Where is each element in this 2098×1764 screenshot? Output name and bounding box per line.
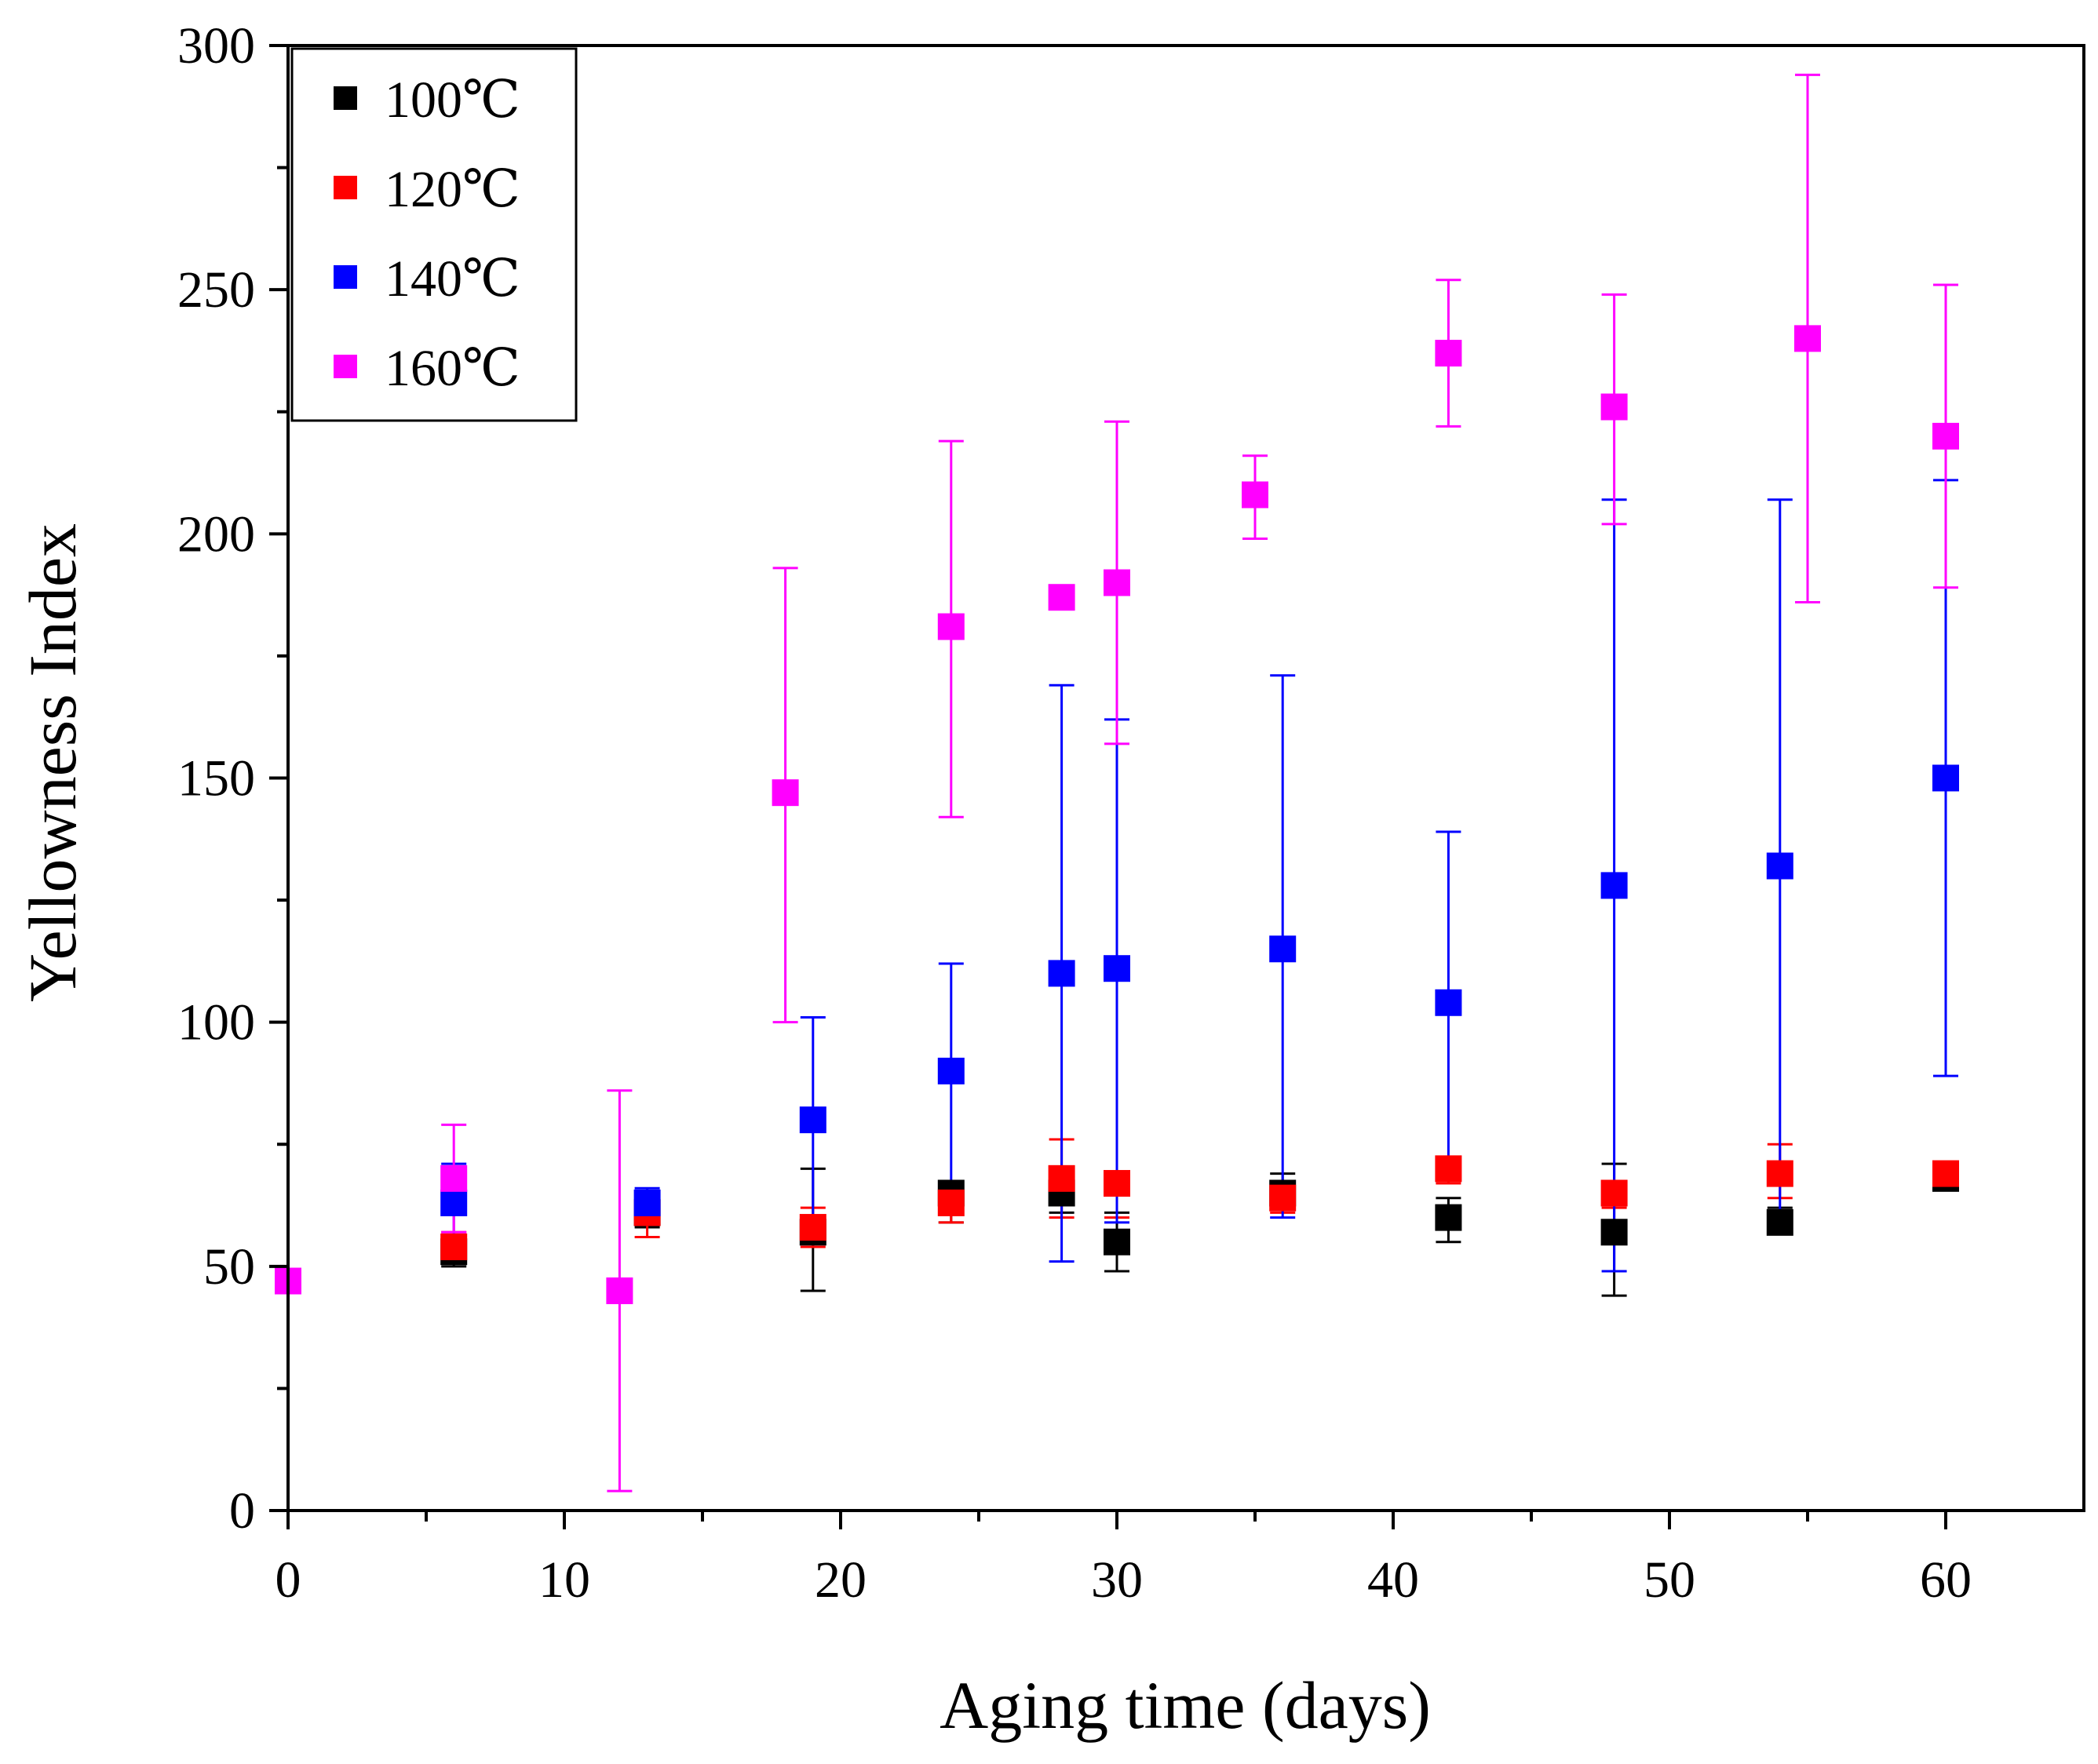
y-tick-label: 0 xyxy=(229,1482,255,1540)
data-point-series-2 xyxy=(440,1233,468,1260)
legend-marker-3 xyxy=(334,265,357,289)
legend-marker-4 xyxy=(334,355,357,378)
y-tick-label: 50 xyxy=(203,1238,255,1296)
x-axis-title: Aging time (days) xyxy=(940,1667,1431,1743)
legend-label-2: 120℃ xyxy=(385,161,520,218)
data-point-series-2 xyxy=(1600,1179,1628,1207)
y-tick-label: 150 xyxy=(177,750,255,807)
data-point-series-3 xyxy=(440,1189,468,1216)
data-point-series-2 xyxy=(1766,1160,1793,1187)
data-point-series-4 xyxy=(1048,584,1075,611)
data-point-series-1 xyxy=(1435,1204,1462,1231)
data-point-series-4 xyxy=(1435,340,1462,367)
data-point-series-4 xyxy=(1600,393,1628,421)
y-tick-label: 300 xyxy=(177,17,255,75)
data-point-series-2 xyxy=(1435,1155,1462,1183)
data-point-series-3 xyxy=(1932,764,1959,792)
data-point-series-2 xyxy=(937,1189,965,1216)
data-point-series-4 xyxy=(1242,481,1268,508)
data-point-series-3 xyxy=(1104,955,1130,982)
y-tick-label: 100 xyxy=(177,994,255,1051)
x-tick-label: 40 xyxy=(1367,1551,1419,1609)
data-point-series-1 xyxy=(1766,1208,1793,1236)
data-point-series-3 xyxy=(1600,872,1628,899)
data-point-series-2 xyxy=(799,1214,826,1241)
data-point-series-2 xyxy=(1104,1170,1130,1197)
y-tick-label: 250 xyxy=(177,261,255,319)
data-point-series-3 xyxy=(937,1057,965,1084)
data-point-series-3 xyxy=(1435,989,1462,1016)
axes-layer: 0 10 20 30 40 50 60 0 50 100 150 200 250 300 xyxy=(177,17,2085,1609)
x-tick-label: 60 xyxy=(1920,1551,1972,1609)
y-axis-title: Yellowness Index xyxy=(15,523,90,1002)
data-point-series-4 xyxy=(772,779,799,807)
data-point-series-4 xyxy=(937,613,965,640)
data-point-series-3 xyxy=(799,1106,826,1134)
data-point-series-4 xyxy=(606,1277,633,1304)
x-tick-label: 0 xyxy=(275,1551,301,1609)
data-point-series-4 xyxy=(440,1164,468,1192)
legend-marker-2 xyxy=(334,176,357,199)
data-marker-layer xyxy=(275,325,1959,1304)
data-point-series-1 xyxy=(1104,1228,1130,1256)
data-point-series-3 xyxy=(633,1189,661,1216)
legend-marker-1 xyxy=(334,86,357,110)
legend: 100℃ 120℃ 140℃ 160℃ xyxy=(290,47,578,422)
data-point-series-4 xyxy=(1794,325,1821,352)
x-tick-label: 30 xyxy=(1091,1551,1143,1609)
data-point-series-2 xyxy=(1048,1164,1075,1192)
legend-label-4: 160℃ xyxy=(385,340,520,397)
data-point-series-4 xyxy=(1932,422,1959,450)
data-point-series-3 xyxy=(1048,960,1075,987)
data-point-series-2 xyxy=(1269,1184,1297,1212)
legend-label-3: 140℃ xyxy=(385,250,520,308)
x-tick-label: 20 xyxy=(815,1551,867,1609)
x-tick-label: 10 xyxy=(538,1551,590,1609)
y-tick-label: 200 xyxy=(177,505,255,563)
data-point-series-4 xyxy=(1104,569,1130,596)
data-point-series-3 xyxy=(1269,935,1297,963)
data-point-series-2 xyxy=(1932,1160,1959,1187)
data-point-series-3 xyxy=(1766,852,1793,880)
legend-label-1: 100℃ xyxy=(385,71,520,129)
data-point-series-1 xyxy=(1600,1219,1628,1246)
x-tick-label: 50 xyxy=(1644,1551,1695,1609)
